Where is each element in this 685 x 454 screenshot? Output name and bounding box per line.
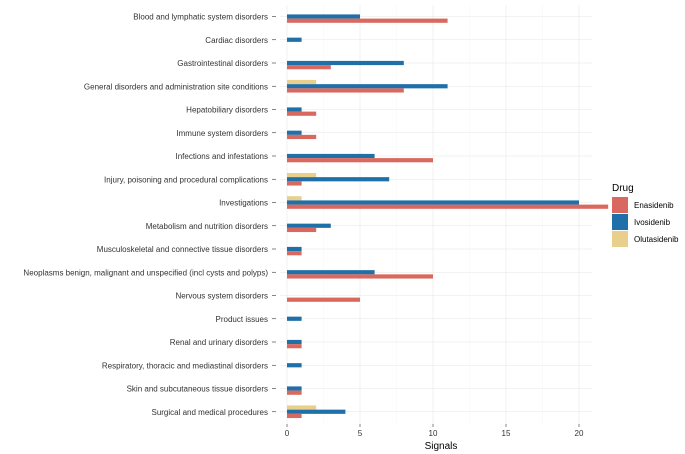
category-label: Cardiac disorders bbox=[205, 36, 268, 45]
category-label: Hepatobiliary disorders bbox=[186, 106, 268, 115]
bar-enasidenib bbox=[287, 344, 302, 349]
bar-ivosidenib bbox=[287, 200, 579, 205]
x-axis-title: Signals bbox=[425, 441, 458, 452]
category-label: Musculoskeletal and connective tissue di… bbox=[97, 245, 268, 254]
bar-enasidenib bbox=[287, 158, 433, 163]
bar-enasidenib bbox=[287, 413, 302, 419]
category-label: Gastrointestinal disorders bbox=[177, 59, 268, 68]
bar-enasidenib bbox=[287, 134, 317, 140]
bar-ivosidenib bbox=[287, 409, 346, 414]
category-label: Metabolism and nutrition disorders bbox=[146, 222, 268, 231]
x-tick-label: 0 bbox=[285, 429, 290, 438]
bar-ivosidenib bbox=[287, 84, 448, 89]
bar-enasidenib bbox=[287, 88, 404, 93]
bar-enasidenib bbox=[287, 111, 317, 116]
bar-ivosidenib bbox=[287, 130, 302, 135]
bar-ivosidenib bbox=[287, 270, 375, 275]
bar-enasidenib bbox=[287, 227, 317, 233]
category-label: Neoplasms benign, malignant and unspecif… bbox=[23, 268, 268, 277]
legend-key-ivosidenib bbox=[612, 214, 628, 230]
bar-enasidenib bbox=[287, 297, 360, 302]
x-tick-label: 15 bbox=[502, 429, 511, 438]
legend: Drug Enasidenib Ivosidenib Olutasidenib bbox=[612, 183, 679, 247]
bar-ivosidenib bbox=[287, 14, 360, 19]
bar-ivosidenib bbox=[287, 386, 302, 391]
bar-ivosidenib bbox=[287, 60, 404, 66]
legend-key-olutasidenib bbox=[612, 231, 628, 247]
x-axis: 0 5 10 15 20 bbox=[285, 424, 584, 438]
category-label: Surgical and medical procedures bbox=[151, 408, 268, 417]
category-label: Immune system disorders bbox=[176, 129, 268, 138]
bar-enasidenib bbox=[287, 251, 302, 256]
category-label: Respiratory, thoracic and mediastinal di… bbox=[102, 361, 268, 370]
bar-enasidenib bbox=[287, 181, 302, 186]
bar-olutasidenib bbox=[287, 79, 317, 85]
bar-olutasidenib bbox=[287, 196, 302, 201]
bar-enasidenib bbox=[287, 390, 302, 395]
category-label: Injury, poisoning and procedural complic… bbox=[104, 175, 268, 184]
legend-key-enasidenib bbox=[612, 197, 628, 213]
category-label: Skin and subcutaneous tissue disorders bbox=[127, 385, 268, 394]
bar-olutasidenib bbox=[287, 405, 317, 410]
bar-ivosidenib bbox=[287, 363, 302, 368]
bar-olutasidenib bbox=[287, 172, 317, 178]
legend-title: Drug bbox=[612, 183, 634, 194]
bars bbox=[287, 14, 609, 419]
category-label: Investigations bbox=[219, 199, 268, 208]
category-label: Product issues bbox=[216, 315, 268, 324]
bar-ivosidenib bbox=[287, 316, 302, 321]
category-labels: Blood and lymphatic system disorders Card… bbox=[23, 13, 276, 417]
bar-ivosidenib bbox=[287, 153, 375, 159]
bar-enasidenib bbox=[287, 65, 331, 70]
bar-ivosidenib bbox=[287, 246, 302, 252]
bar-enasidenib bbox=[287, 18, 448, 23]
category-label: Blood and lymphatic system disorders bbox=[133, 13, 268, 22]
bar-ivosidenib bbox=[287, 107, 302, 112]
legend-label-enasidenib: Enasidenib bbox=[634, 201, 674, 210]
bar-enasidenib bbox=[287, 274, 433, 279]
category-label: Renal and urinary disorders bbox=[170, 338, 268, 347]
bar-ivosidenib bbox=[287, 339, 302, 345]
x-tick-label: 10 bbox=[429, 429, 438, 438]
legend-label-ivosidenib: Ivosidenib bbox=[634, 218, 671, 227]
bar-ivosidenib bbox=[287, 37, 302, 42]
bar-ivosidenib bbox=[287, 177, 390, 182]
x-tick-label: 20 bbox=[575, 429, 584, 438]
bar-ivosidenib bbox=[287, 223, 331, 228]
bar-enasidenib bbox=[287, 204, 609, 209]
category-label: Infections and infestations bbox=[175, 152, 268, 161]
category-label: General disorders and administration sit… bbox=[84, 82, 268, 91]
category-label: Nervous system disorders bbox=[176, 292, 268, 301]
x-tick-label: 5 bbox=[358, 429, 363, 438]
legend-label-olutasidenib: Olutasidenib bbox=[634, 235, 679, 244]
